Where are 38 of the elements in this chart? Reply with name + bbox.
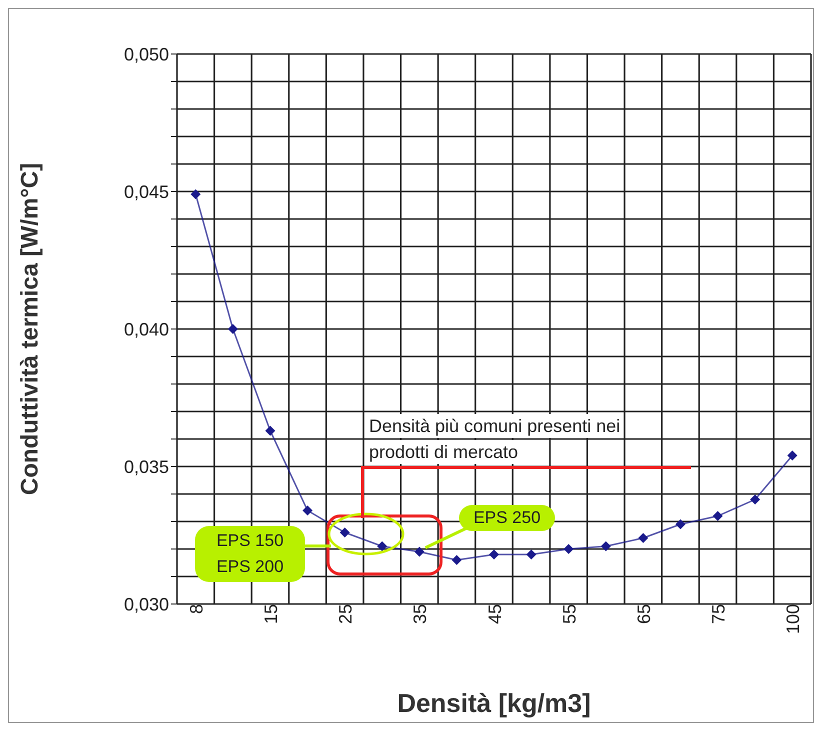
point — [190, 189, 201, 200]
point — [302, 506, 313, 516]
y-axis-title: Conduttività termica [W/m°C] — [16, 162, 44, 496]
point — [526, 550, 536, 560]
annotation: Densità più comuni presenti nei prodotti di mercato — [367, 414, 622, 464]
y-tick-label: 0,040 — [124, 319, 169, 340]
point — [414, 546, 424, 557]
y-tick-label: 0,035 — [124, 456, 169, 477]
point — [712, 511, 723, 521]
x-tick-label: 35 — [410, 604, 430, 624]
point — [675, 519, 686, 530]
point — [377, 541, 388, 552]
x-tick-label: 45 — [484, 604, 505, 624]
point — [340, 528, 350, 538]
x-tick-label: 75 — [708, 604, 729, 624]
point — [787, 450, 798, 460]
x-tick-label: 15 — [261, 604, 282, 624]
x-tick-label: 8 — [186, 604, 206, 614]
point — [265, 426, 276, 436]
callout-bubble: EPS 250 — [459, 505, 555, 531]
y-tick-label: 0,030 — [124, 594, 169, 614]
point — [638, 533, 648, 543]
x-tick-label: 65 — [634, 604, 654, 624]
x-axis-title: Densità [kg/m3] — [397, 688, 591, 718]
x-tick-label: 25 — [336, 604, 356, 624]
point — [489, 550, 499, 560]
point — [564, 544, 574, 554]
callout-bubble: EPS 150 EPS 200 — [195, 526, 305, 582]
point — [600, 541, 611, 552]
point — [750, 494, 760, 504]
y-tick-label: 0,045 — [124, 182, 169, 202]
annotation: EPS 150 — [215, 530, 285, 552]
point — [452, 555, 462, 565]
x-tick-label: 55 — [559, 604, 580, 624]
point — [228, 324, 238, 334]
x-tick-label: 100 — [783, 604, 804, 634]
annotation: EPS 200 — [215, 556, 285, 578]
y-tick-label: 0,050 — [124, 44, 169, 64]
